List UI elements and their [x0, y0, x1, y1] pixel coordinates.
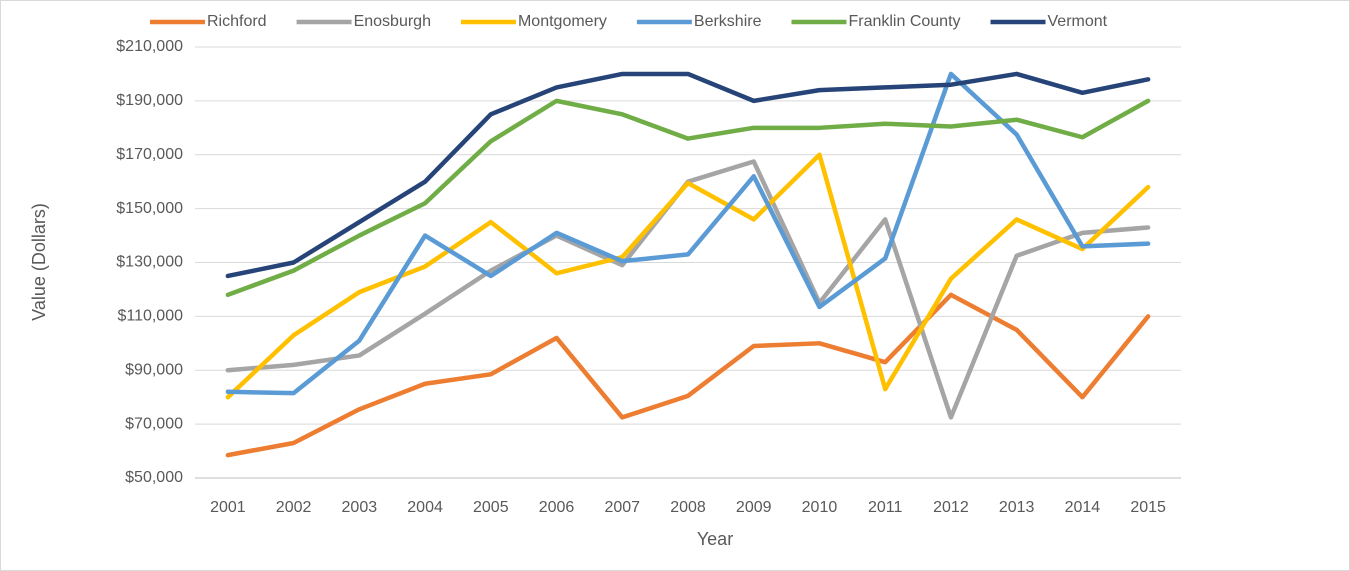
x-tick-label: 2001 — [210, 499, 246, 516]
x-tick-label: 2010 — [802, 499, 838, 516]
x-tick-label: 2015 — [1130, 499, 1166, 516]
y-tick-label: $110,000 — [117, 308, 183, 325]
x-tick-label: 2005 — [473, 499, 509, 516]
series-line — [225, 71, 1151, 279]
x-tick-label: 2003 — [342, 499, 378, 516]
y-tick-label: $50,000 — [125, 469, 183, 486]
y-tick-label: $90,000 — [125, 361, 183, 378]
y-tick-label: $70,000 — [125, 415, 183, 432]
x-tick-label: 2007 — [604, 499, 640, 516]
y-axis-title: Value (Dollars) — [29, 203, 49, 321]
x-tick-label: 2008 — [670, 499, 706, 516]
legend-label: Enosburgh — [354, 13, 431, 30]
x-tick-label: 2012 — [933, 499, 969, 516]
legend-label: Montgomery — [518, 13, 607, 30]
x-tick-label: 2011 — [868, 499, 903, 516]
legend-label: Vermont — [1048, 13, 1108, 30]
x-tick-label: 2009 — [736, 499, 772, 516]
legend-label: Richford — [207, 13, 267, 30]
series-line — [225, 98, 1151, 298]
legend-label: Berkshire — [694, 13, 762, 30]
y-tick-label: $130,000 — [116, 254, 183, 271]
series-line — [225, 292, 1151, 458]
legend-label: Franklin County — [848, 13, 960, 30]
y-tick-label: $170,000 — [116, 146, 183, 163]
x-tick-label: 2013 — [999, 499, 1035, 516]
x-tick-label: 2014 — [1065, 499, 1101, 516]
x-axis-title: Year — [697, 529, 733, 549]
x-tick-label: 2002 — [276, 499, 312, 516]
x-tick-label: 2004 — [407, 499, 443, 516]
x-tick-label: 2006 — [539, 499, 575, 516]
y-tick-label: $210,000 — [116, 38, 183, 55]
y-tick-label: $150,000 — [116, 200, 183, 217]
series-line — [225, 71, 1151, 396]
y-tick-label: $190,000 — [116, 92, 183, 109]
series-line — [225, 152, 1151, 400]
